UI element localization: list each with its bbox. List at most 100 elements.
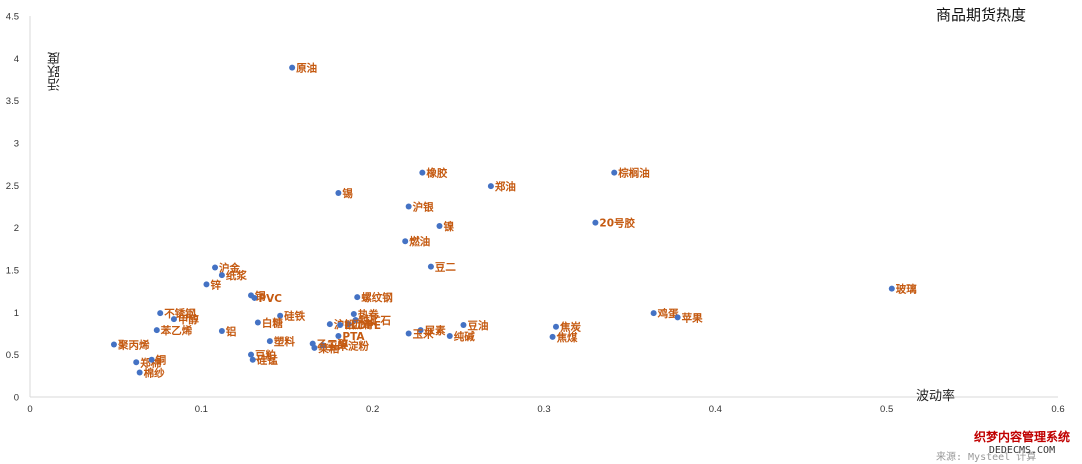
- source-note: 来源: Mysteel 计算: [936, 452, 1037, 463]
- data-point: [254, 319, 261, 326]
- watermark-line1: 织梦内容管理系统: [973, 430, 1070, 444]
- point-label: 20号胶: [599, 217, 635, 230]
- data-point: [289, 64, 296, 71]
- chart-title: 商品期货热度: [936, 6, 1027, 24]
- y-axis-label: 活跃度: [48, 52, 63, 91]
- data-point: [436, 222, 443, 229]
- point-label: 硅铁: [284, 310, 305, 323]
- watermark-logo: 织梦内容管理系统 DEDECMS.COM: [966, 428, 1078, 456]
- x-tick-label: 0.5: [880, 404, 893, 415]
- data-point: [352, 316, 359, 323]
- x-axis-label: 波动率: [916, 389, 956, 404]
- data-point: [888, 285, 895, 292]
- data-point: [218, 327, 225, 334]
- point-label: 纸浆: [226, 269, 247, 282]
- data-point: [277, 312, 284, 319]
- point-label: 焦炭: [559, 321, 581, 334]
- data-point: [592, 219, 599, 226]
- data-point: [248, 351, 255, 358]
- data-point: [266, 338, 273, 345]
- point-label: 白糖: [262, 316, 283, 329]
- data-point: [136, 369, 143, 376]
- y-tick-label: 1: [14, 308, 19, 319]
- data-point: [417, 327, 424, 334]
- data-point: [335, 189, 342, 196]
- data-point: [110, 341, 117, 348]
- point-label: 沥青: [353, 318, 374, 331]
- data-point: [170, 316, 177, 323]
- point-label: 铜: [156, 354, 167, 367]
- data-point: [487, 183, 494, 190]
- data-point: [405, 203, 412, 210]
- point-label: 锌: [210, 278, 221, 291]
- point-label: 聚丙烯: [117, 339, 150, 352]
- data-point: [148, 356, 155, 363]
- data-point: [674, 314, 681, 321]
- point-label: 棕榈油: [617, 167, 650, 180]
- point-label: 沪银: [413, 201, 434, 214]
- x-tick-label: 0.3: [537, 404, 550, 415]
- point-label: 豆油: [467, 319, 488, 332]
- data-point: [218, 272, 225, 279]
- point-label: 豆粕: [255, 349, 276, 362]
- point-label: 苹果: [682, 311, 703, 324]
- data-point: [402, 238, 409, 245]
- point-label: 塑料: [274, 335, 295, 348]
- point-label: 铝: [226, 325, 237, 338]
- y-tick-label: 2: [14, 223, 19, 234]
- data-point: [133, 359, 140, 366]
- data-point: [446, 333, 453, 340]
- data-point: [405, 330, 412, 337]
- point-label: 菜粕: [317, 342, 339, 355]
- data-point: [427, 263, 434, 270]
- point-label: 郑油: [495, 180, 516, 193]
- point-label: 甲醇: [178, 313, 199, 326]
- point-label: 棉纱: [144, 366, 165, 379]
- data-point: [460, 322, 467, 329]
- data-point: [650, 310, 657, 317]
- data-point: [337, 322, 344, 329]
- x-tick-label: 0.2: [366, 404, 379, 415]
- y-tick-label: 1.5: [6, 266, 19, 277]
- x-tick-label: 0.1: [195, 404, 208, 415]
- data-point: [549, 333, 556, 340]
- data-point: [319, 342, 326, 349]
- point-label: 玻璃: [896, 283, 917, 296]
- x-tick-label: 0: [27, 404, 32, 415]
- y-tick-label: 4.5: [6, 12, 19, 23]
- data-point: [311, 344, 318, 351]
- point-label: LLDPE: [344, 320, 381, 332]
- point-label: 原油: [296, 62, 317, 75]
- x-tick-label: 0.4: [709, 404, 722, 415]
- point-label: 焦煤: [556, 331, 578, 344]
- data-point: [251, 294, 258, 301]
- data-point: [212, 264, 219, 271]
- point-label: 铁矿石: [360, 314, 392, 327]
- point-label: 尿素: [425, 324, 446, 337]
- point-label: 鸡蛋: [657, 307, 679, 320]
- y-tick-label: 4: [14, 54, 19, 65]
- data-point: [335, 333, 342, 340]
- watermark-line2: DEDECMS.COM: [988, 445, 1056, 456]
- point-label: PVC: [258, 293, 282, 305]
- data-point: [552, 323, 559, 330]
- point-label: 豆二: [435, 262, 456, 274]
- y-tick-label: 0: [14, 393, 19, 404]
- y-tick-label: 2.5: [6, 181, 19, 192]
- point-label: 燃油: [409, 235, 430, 248]
- data-point: [157, 310, 164, 317]
- y-tick-label: 3.5: [6, 96, 19, 107]
- point-label: 纯碱: [454, 330, 475, 343]
- point-label: 橡胶: [426, 167, 447, 180]
- data-point: [350, 311, 357, 318]
- point-label: 沪铅: [334, 318, 355, 331]
- data-point: [611, 169, 618, 176]
- point-label: 玉米: [413, 328, 434, 341]
- data-point: [354, 294, 361, 301]
- point-label: 螺纹钢: [361, 291, 393, 304]
- data-point: [249, 356, 256, 363]
- point-label: 郑棉: [140, 356, 161, 369]
- y-tick-label: 3: [14, 139, 19, 150]
- y-tick-label: 0.5: [6, 350, 19, 361]
